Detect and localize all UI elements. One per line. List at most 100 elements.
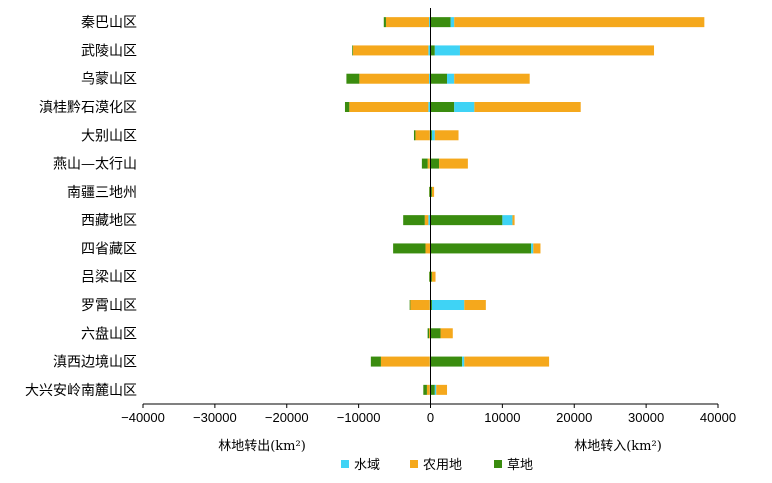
bar-segment	[430, 73, 448, 84]
bar-segment	[370, 356, 381, 367]
bar-segment	[352, 45, 429, 56]
bar-segment	[454, 73, 530, 84]
category-label: 大兴安岭南麓山区	[25, 383, 137, 399]
bar-segment	[431, 186, 435, 197]
bar-segment	[431, 271, 436, 282]
category-label: 六盘山区	[81, 325, 137, 342]
category-label: 西藏地区	[81, 213, 137, 229]
bar-segment	[429, 271, 430, 282]
bar-segment	[415, 130, 430, 141]
category-labels: 秦巴山区武陵山区乌蒙山区滇桂黔石漠化区大别山区燕山—太行山南疆三地州西藏地区四省…	[25, 15, 137, 399]
bar-segment	[434, 384, 437, 395]
bar-segment	[403, 215, 425, 226]
bar-segment	[349, 102, 429, 112]
bar-segment	[427, 158, 430, 169]
bar-segment	[450, 17, 455, 28]
category-label: 燕山—太行山	[53, 157, 137, 173]
bar-segment	[462, 356, 465, 367]
category-label: 武陵山区	[81, 43, 137, 59]
bar-segment	[346, 73, 360, 84]
legend: 水域 农用地 草地	[341, 458, 533, 473]
bar-segment	[502, 215, 513, 226]
bar-segment	[464, 356, 550, 367]
x-axis-label-right: 林地转入(km²)	[574, 439, 662, 454]
bar-segment	[428, 45, 431, 56]
bar-segment	[430, 215, 503, 226]
category-label: 秦巴山区	[81, 15, 137, 31]
x-tick-label: −10000	[337, 410, 381, 425]
bar-segment	[430, 102, 455, 112]
bar-segment	[430, 300, 432, 310]
legend-swatch	[410, 460, 418, 468]
bar-segment	[425, 243, 431, 254]
bar-segment	[464, 300, 486, 310]
bar-segment	[430, 356, 463, 367]
bar-segment	[430, 384, 435, 395]
bar-segment	[434, 45, 460, 56]
category-label: 罗霄山区	[81, 298, 137, 314]
category-label: 乌蒙山区	[81, 72, 137, 88]
bar-segment	[440, 328, 453, 339]
category-label: 南疆三地州	[67, 185, 137, 201]
bar-segment	[436, 384, 448, 395]
bar-segment	[409, 300, 411, 310]
bar-segment	[430, 158, 440, 169]
bar-segment	[430, 186, 432, 197]
category-label: 滇西边境山区	[53, 355, 137, 371]
x-tick-label: −40000	[121, 410, 165, 425]
bar-segment	[344, 102, 350, 112]
bar-segment	[429, 73, 431, 84]
bar-segment	[447, 73, 455, 84]
legend-swatch	[341, 460, 349, 468]
bar-segment	[426, 384, 430, 395]
bar-segment	[531, 243, 534, 254]
bar-segment	[380, 356, 430, 367]
x-tick-label: 10000	[484, 410, 520, 425]
legend-swatch	[494, 460, 502, 468]
bar-segment	[359, 73, 430, 84]
bar-segment	[429, 17, 431, 28]
category-label: 大别山区	[81, 128, 137, 144]
bar-segment	[428, 102, 431, 112]
bar-segment	[430, 45, 435, 56]
bar-segment	[434, 130, 459, 141]
bar-segment	[430, 17, 451, 28]
x-axis-label-left: 林地转出(km²)	[218, 439, 306, 454]
x-tick-label: −30000	[193, 410, 237, 425]
bar-segment	[385, 17, 430, 28]
x-tick-label: −20000	[265, 410, 309, 425]
bar-segment	[429, 186, 430, 197]
category-label: 滇桂黔石漠化区	[39, 100, 137, 116]
x-tick-label: 30000	[628, 410, 664, 425]
x-axis-ticks: −40000 −30000 −20000 −10000 0 10000 20000 30000…	[121, 404, 736, 425]
legend-label: 农用地	[423, 458, 462, 473]
bar-segment	[383, 17, 386, 28]
bar-segment	[512, 215, 515, 226]
bar-segment	[413, 130, 416, 141]
bar-segment	[439, 158, 468, 169]
bar-segment	[459, 45, 655, 56]
bar-segment	[431, 130, 435, 141]
bar-segment	[424, 215, 429, 226]
bar-segment	[430, 130, 432, 141]
bars-layer	[344, 17, 705, 395]
bar-segment	[474, 102, 581, 112]
bar-segment	[533, 243, 541, 254]
legend-label: 草地	[507, 458, 533, 473]
bar-segment	[410, 300, 430, 310]
bar-segment	[393, 243, 426, 254]
bar-segment	[454, 17, 705, 28]
bar-segment	[352, 45, 353, 56]
x-tick-label: 20000	[556, 410, 592, 425]
bar-segment	[423, 384, 427, 395]
bar-segment	[430, 243, 532, 254]
legend-label: 水域	[354, 458, 380, 473]
bar-segment	[421, 158, 428, 169]
bar-segment	[454, 102, 475, 112]
bar-segment	[427, 328, 430, 339]
x-tick-label: 0	[427, 410, 434, 425]
category-label: 四省藏区	[81, 241, 137, 257]
bar-segment	[431, 300, 465, 310]
bar-segment	[430, 328, 441, 339]
